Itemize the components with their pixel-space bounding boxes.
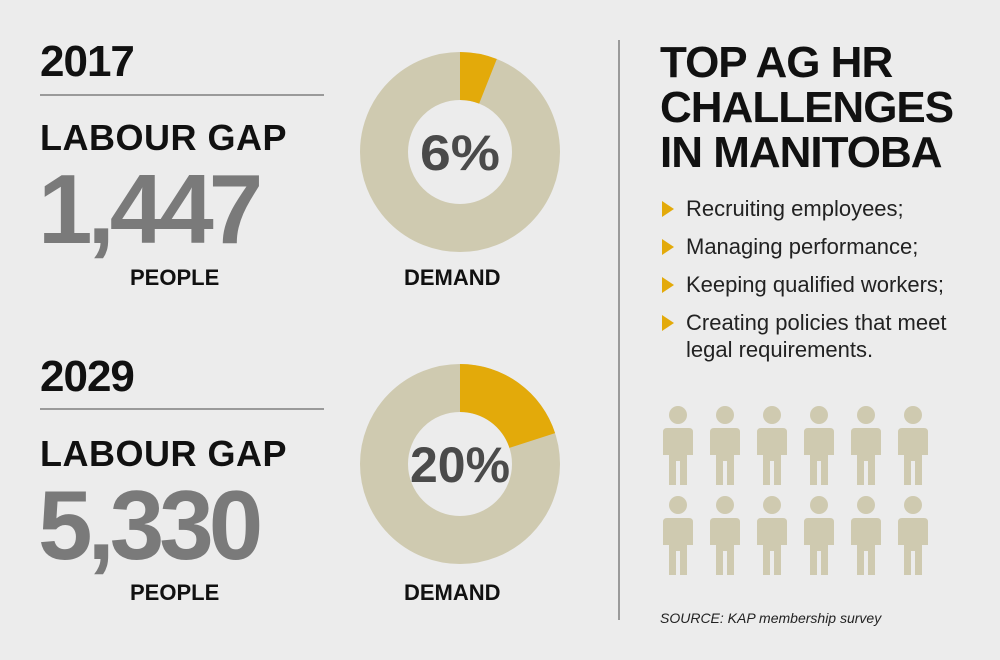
person-icon	[663, 496, 693, 575]
labour-gap-value-2017: 1,447	[38, 154, 263, 264]
list-item-text: Managing performance;	[686, 234, 919, 259]
demand-donut-2017: 6%	[360, 52, 560, 252]
divider-2017	[40, 94, 324, 96]
demand-label-2017: DEMAND	[404, 265, 501, 290]
labour-gap-value-2029: 5,330	[38, 470, 263, 580]
demand-label-2029: DEMAND	[404, 580, 501, 605]
person-icon	[757, 406, 787, 485]
arrow-right-icon	[662, 239, 674, 255]
labour-gap-label-2029: LABOUR GAP	[40, 433, 287, 474]
list-item-text: Recruiting employees;	[686, 196, 904, 221]
person-icon	[898, 406, 928, 485]
people-icon-grid	[663, 406, 928, 575]
list-item: Recruiting employees;	[660, 195, 990, 222]
challenges-heading: TOP AG HR CHALLENGES IN MANITOBA	[660, 40, 980, 175]
demand-donut-2029: 20%	[360, 364, 560, 564]
labour-gap-label-2017: LABOUR GAP	[40, 117, 287, 158]
person-icon	[710, 496, 740, 575]
list-item-text: Keeping qualified workers;	[686, 272, 945, 297]
challenges-list: Recruiting employees; Managing performan…	[660, 195, 990, 374]
arrow-right-icon	[662, 277, 674, 293]
person-icon	[804, 406, 834, 485]
person-icon	[710, 406, 740, 485]
person-icon	[757, 496, 787, 575]
donut-slice-demand-2029	[460, 364, 556, 448]
arrow-right-icon	[662, 201, 674, 217]
person-icon	[851, 406, 881, 485]
year-2029: 2029	[40, 352, 135, 401]
person-icon	[804, 496, 834, 575]
list-item: Managing performance;	[660, 233, 990, 260]
list-item: Keeping qualified workers;	[660, 271, 990, 298]
year-2017: 2017	[40, 37, 135, 86]
people-unit-2029: PEOPLE	[130, 580, 220, 605]
heading-line: CHALLENGES	[660, 83, 954, 132]
donut-slice-demand-2017	[460, 52, 497, 104]
divider-2029	[40, 408, 324, 410]
demand-percent-2017: 6%	[420, 125, 500, 181]
heading-line: IN MANITOBA	[660, 128, 943, 177]
heading-line: TOP AG HR	[660, 38, 893, 87]
arrow-right-icon	[662, 315, 674, 331]
people-unit-2017: PEOPLE	[130, 265, 220, 290]
vertical-divider	[618, 40, 620, 620]
list-item: Creating policies that meet legal requir…	[660, 309, 990, 363]
person-icon	[898, 496, 928, 575]
list-item-text: Creating policies that meet legal requir…	[686, 310, 947, 362]
demand-percent-2029: 20%	[410, 437, 510, 493]
person-icon	[851, 496, 881, 575]
source-note: SOURCE: KAP membership survey	[660, 610, 882, 626]
person-icon	[663, 406, 693, 485]
